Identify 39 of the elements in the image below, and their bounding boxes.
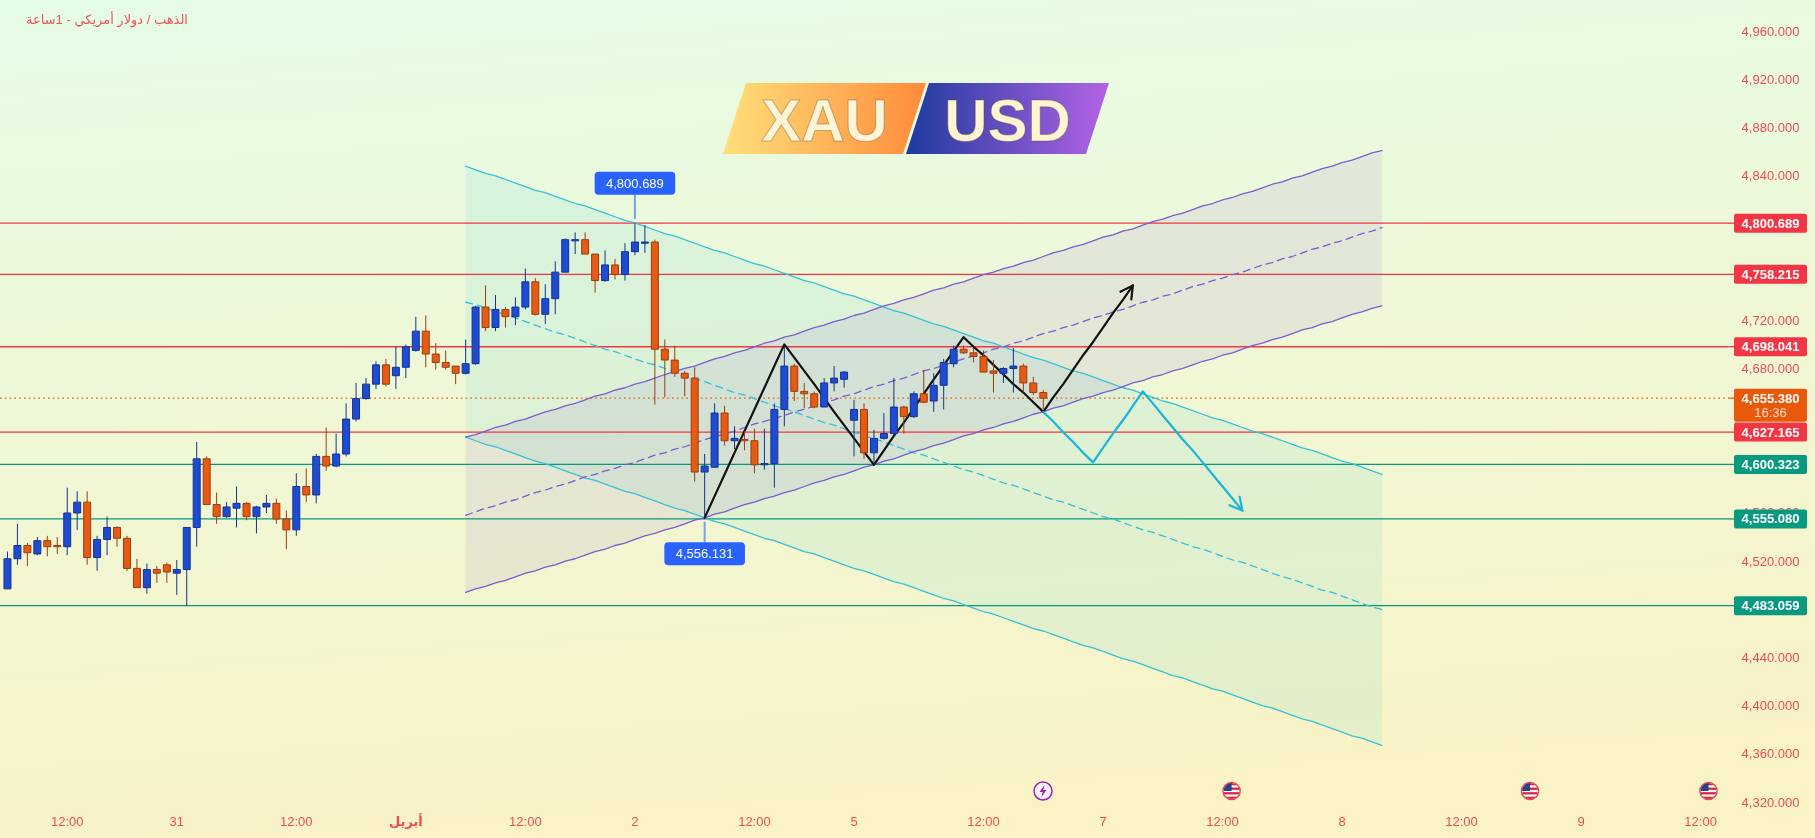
ref-line-label: 4,800.689 bbox=[1741, 215, 1800, 231]
y-tick-label: 4,880.000 bbox=[1741, 120, 1800, 136]
text: الذهب / دولار أمريكي - 1ساعة bbox=[26, 10, 188, 28]
y-tick-label: 4,920.000 bbox=[1741, 71, 1800, 87]
x-tick-label: 12:00 bbox=[1445, 813, 1478, 829]
y-tick-label: 4,360.000 bbox=[1741, 746, 1800, 762]
x-tick-label: 31 bbox=[169, 813, 185, 829]
x-tick-label: 8 bbox=[1338, 813, 1346, 829]
y-tick-label: 4,680.000 bbox=[1741, 360, 1800, 376]
x-tick-label: 12:00 bbox=[280, 813, 313, 829]
annotation: XAU bbox=[761, 87, 888, 154]
x-tick-label: 2 bbox=[631, 813, 639, 829]
x-tick-label: 12:00 bbox=[50, 813, 84, 829]
y-tick-label: 4,320.000 bbox=[1741, 794, 1800, 810]
y-tick-label: 4,960.000 bbox=[1741, 23, 1800, 39]
x-tick-label: 12:00 bbox=[967, 813, 1000, 829]
ref-line-label: 4,698.041 bbox=[1741, 339, 1800, 355]
y-tick-label: 4,440.000 bbox=[1741, 650, 1800, 665]
x-tick-label: 9 bbox=[1577, 813, 1585, 829]
ref-line-label: 4,600.323 bbox=[1741, 456, 1800, 472]
ref-line-label: 4,758.215 bbox=[1741, 266, 1800, 282]
annotation: 4,556.131 bbox=[675, 546, 734, 562]
annotation: USD bbox=[944, 87, 1071, 154]
y-tick-label: 4,400.000 bbox=[1741, 698, 1800, 714]
annotation: 4,800.689 bbox=[606, 175, 664, 191]
y-tick-label: 4,840.000 bbox=[1741, 168, 1800, 184]
x-tick-label: 12:00 bbox=[1684, 813, 1717, 829]
x-tick-label: أبريل bbox=[388, 812, 423, 829]
x-tick-label: 12:00 bbox=[509, 813, 542, 829]
ref-line-label: 4,483.059 bbox=[1741, 598, 1800, 614]
ref-line-label: 4,627.165 bbox=[1741, 424, 1800, 440]
x-tick-label: 7 bbox=[1099, 813, 1107, 829]
y-tick-label: 4,520.000 bbox=[1741, 553, 1800, 569]
ref-line-label: 4,655.380 16:36 bbox=[1741, 390, 1800, 420]
x-tick-label: 12:00 bbox=[1206, 813, 1239, 829]
y-tick-label: 4,720.000 bbox=[1741, 312, 1800, 328]
x-tick-label: 12:00 bbox=[738, 813, 771, 829]
x-tick-label: 5 bbox=[850, 813, 858, 829]
ref-line-label: 4,555.080 bbox=[1741, 511, 1800, 527]
